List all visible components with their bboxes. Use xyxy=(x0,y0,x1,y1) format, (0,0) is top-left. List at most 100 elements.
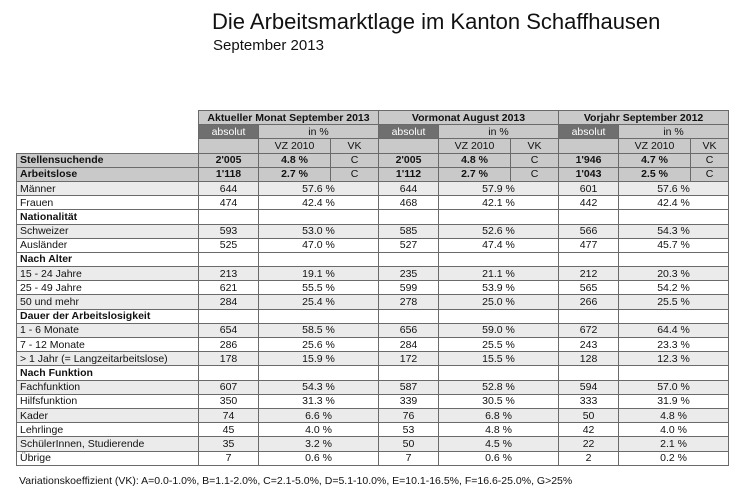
cell-empty xyxy=(378,209,440,225)
cell-absolut: 50 xyxy=(378,436,440,452)
header-in-pct: in % xyxy=(618,124,730,140)
header-spacer xyxy=(198,138,259,154)
cell-empty xyxy=(618,209,730,225)
cell-pct: 25.6 % xyxy=(257,336,380,353)
cell-empty xyxy=(257,365,380,381)
header-vz: VZ 2010 xyxy=(618,138,692,154)
header-in-pct: in % xyxy=(438,124,560,140)
cell-vk: C xyxy=(690,166,730,182)
header-absolut: absolut xyxy=(198,124,259,140)
header-absolut: absolut xyxy=(558,124,620,140)
cell-pct: 2.7 % xyxy=(438,166,512,182)
header-in-pct: in % xyxy=(257,124,380,140)
cell-pct: 53.0 % xyxy=(257,223,380,239)
cell-absolut: 2'005 xyxy=(198,152,259,168)
cell-empty xyxy=(378,365,440,381)
cell-empty xyxy=(558,365,620,381)
table-row: Arbeitslose 1'118 2.7 % C 1'112 2.7 % C … xyxy=(16,166,730,182)
cell-pct: 0.6 % xyxy=(438,450,560,466)
row-label: 25 - 49 Jahre xyxy=(16,280,199,296)
cell-pct: 4.8 % xyxy=(618,407,730,424)
cell-pct: 54.3 % xyxy=(257,379,380,395)
cell-absolut: 601 xyxy=(558,180,620,197)
cell-absolut: 2'005 xyxy=(378,152,440,168)
cell-pct: 4.8 % xyxy=(438,152,512,168)
table-row: > 1 Jahr (= Langzeitarbeitslose) 178 15.… xyxy=(16,351,730,367)
section-row: Nationalität xyxy=(16,209,730,225)
cell-absolut: 284 xyxy=(378,336,440,353)
cell-pct: 57.6 % xyxy=(257,180,380,197)
cell-empty xyxy=(198,251,259,268)
cell-pct: 25.4 % xyxy=(257,294,380,310)
cell-absolut: 468 xyxy=(378,195,440,211)
row-label: Schweizer xyxy=(16,223,199,239)
cell-pct: 57.6 % xyxy=(618,180,730,197)
section-label: Dauer der Arbeitslosigkeit xyxy=(16,308,199,324)
cell-empty xyxy=(198,365,259,381)
header-empty-cell xyxy=(17,125,199,139)
table-row: Hilfsfunktion 350 31.3 % 339 30.5 % 333 … xyxy=(16,393,730,409)
table-row: Stellensuchende 2'005 4.8 % C 2'005 4.8 … xyxy=(16,152,730,168)
cell-pct: 21.1 % xyxy=(438,266,560,282)
header-group-previous-month: Vormonat August 2013 xyxy=(378,109,560,126)
cell-absolut: 284 xyxy=(198,294,259,310)
table-row: 25 - 49 Jahre 621 55.5 % 599 53.9 % 565 … xyxy=(16,280,730,296)
table-row: Fachfunktion 607 54.3 % 587 52.8 % 594 5… xyxy=(16,379,730,395)
cell-absolut: 42 xyxy=(558,422,620,438)
cell-absolut: 2 xyxy=(558,450,620,466)
section-label: Nationalität xyxy=(16,209,199,225)
cell-absolut: 607 xyxy=(198,379,259,395)
cell-absolut: 35 xyxy=(198,436,259,452)
header-empty-cell xyxy=(17,139,199,153)
cell-pct: 2.7 % xyxy=(258,166,331,182)
cell-absolut: 350 xyxy=(198,393,259,409)
cell-absolut: 172 xyxy=(378,351,440,367)
cell-pct: 52.6 % xyxy=(438,223,560,239)
cell-pct: 3.2 % xyxy=(257,436,380,452)
cell-pct: 64.4 % xyxy=(618,322,730,339)
cell-pct: 57.9 % xyxy=(438,180,560,197)
cell-empty xyxy=(198,308,259,324)
cell-pct: 0.6 % xyxy=(257,450,380,466)
cell-pct: 42.1 % xyxy=(438,195,560,211)
section-label: Nach Funktion xyxy=(16,365,199,381)
row-label: 1 - 6 Monate xyxy=(16,322,199,339)
cell-absolut: 50 xyxy=(558,407,620,424)
cell-absolut: 644 xyxy=(378,180,440,197)
cell-empty xyxy=(558,209,620,225)
cell-absolut: 672 xyxy=(558,322,620,339)
header-measures-row: VZ 2010 VK VZ 2010 VK VZ 2010 VK xyxy=(17,138,730,154)
page-subtitle: September 2013 xyxy=(213,37,324,54)
header-empty-cell xyxy=(17,111,199,125)
cell-empty xyxy=(378,308,440,324)
table-row: Übrige 7 0.6 % 7 0.6 % 2 0.2 % xyxy=(16,450,730,466)
cell-vk: C xyxy=(690,152,730,168)
row-label: Fachfunktion xyxy=(16,379,199,395)
cell-absolut: 477 xyxy=(558,237,620,253)
cell-absolut: 266 xyxy=(558,294,620,310)
table-row: Kader 74 6.6 % 76 6.8 % 50 4.8 % xyxy=(16,407,730,424)
cell-pct: 4.8 % xyxy=(258,152,331,168)
cell-absolut: 566 xyxy=(558,223,620,239)
cell-empty xyxy=(618,251,730,268)
row-label: SchülerInnen, Studierende xyxy=(16,436,199,452)
cell-pct: 31.3 % xyxy=(257,393,380,409)
cell-absolut: 527 xyxy=(378,237,440,253)
cell-absolut: 1'112 xyxy=(378,166,440,182)
cell-absolut: 213 xyxy=(198,266,259,282)
cell-absolut: 1'118 xyxy=(198,166,259,182)
cell-absolut: 339 xyxy=(378,393,440,409)
cell-absolut: 599 xyxy=(378,280,440,296)
cell-absolut: 654 xyxy=(198,322,259,339)
cell-pct: 15.9 % xyxy=(257,351,380,367)
cell-pct: 25.5 % xyxy=(438,336,560,353)
cell-pct: 6.6 % xyxy=(257,407,380,424)
cell-absolut: 565 xyxy=(558,280,620,296)
cell-empty xyxy=(438,251,560,268)
table-row: Schweizer 593 53.0 % 585 52.6 % 566 54.3… xyxy=(16,223,730,239)
cell-absolut: 7 xyxy=(378,450,440,466)
page-title: Die Arbeitsmarktlage im Kanton Schaffhau… xyxy=(212,9,661,34)
row-label: > 1 Jahr (= Langzeitarbeitslose) xyxy=(16,351,199,367)
cell-pct: 0.2 % xyxy=(618,450,730,466)
cell-vk: C xyxy=(329,152,380,168)
